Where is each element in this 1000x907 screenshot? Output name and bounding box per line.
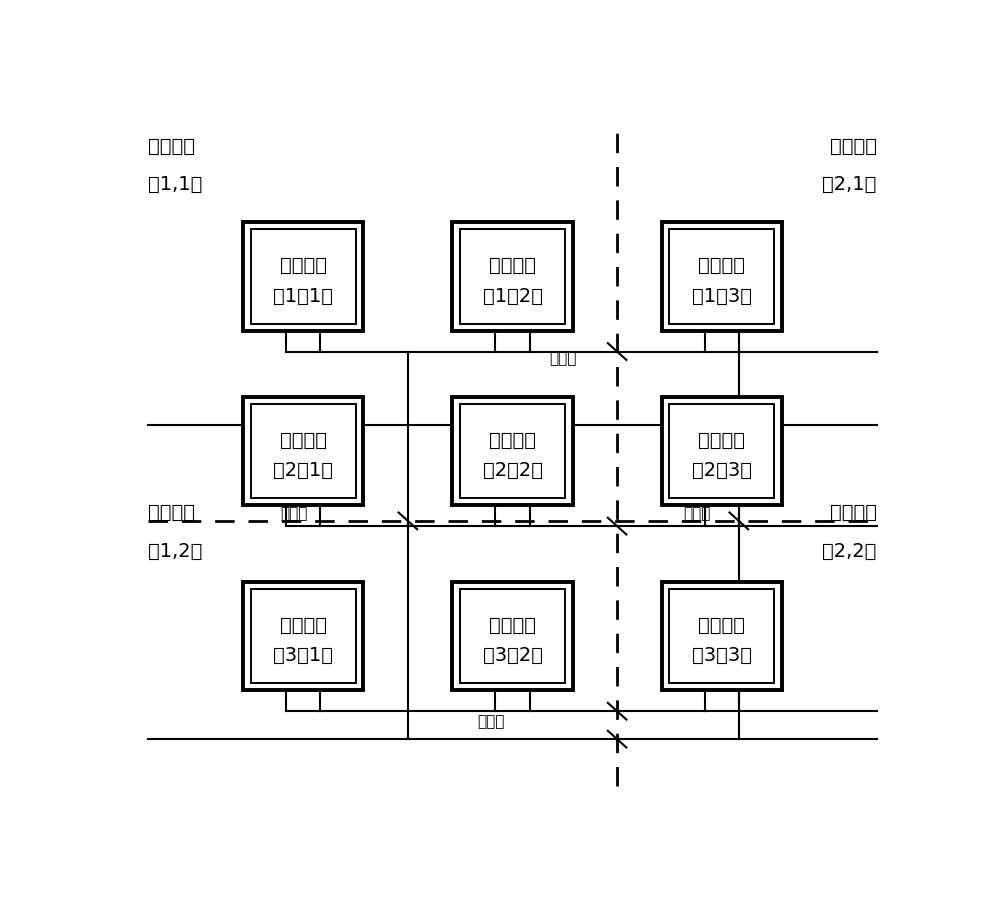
Text: （1,1）: （1,1） bbox=[148, 175, 203, 194]
Text: （1,2）: （1,2） bbox=[148, 541, 203, 561]
Text: 隔断管: 隔断管 bbox=[550, 351, 577, 366]
Text: 基本单元: 基本单元 bbox=[280, 616, 327, 635]
Text: 基本单元: 基本单元 bbox=[280, 431, 327, 450]
Bar bbox=[460, 404, 565, 498]
Bar bbox=[251, 404, 356, 498]
Text: （2，3）: （2，3） bbox=[692, 461, 752, 480]
Bar bbox=[452, 397, 573, 505]
Bar bbox=[243, 582, 363, 690]
Text: （2，2）: （2，2） bbox=[482, 461, 542, 480]
Text: （1，2）: （1，2） bbox=[482, 287, 542, 306]
Text: 基本单元: 基本单元 bbox=[698, 256, 745, 275]
Bar bbox=[460, 589, 565, 683]
Bar bbox=[452, 222, 573, 330]
Bar bbox=[251, 229, 356, 324]
Bar bbox=[662, 582, 782, 690]
Text: （2，1）: （2，1） bbox=[273, 461, 333, 480]
Text: （3，1）: （3，1） bbox=[273, 646, 333, 665]
Bar bbox=[251, 589, 356, 683]
Text: 基本单元: 基本单元 bbox=[698, 431, 745, 450]
Text: （2,2）: （2,2） bbox=[822, 541, 877, 561]
Text: 基本单元: 基本单元 bbox=[489, 256, 536, 275]
Text: （1，3）: （1，3） bbox=[692, 287, 752, 306]
Text: 隔断管: 隔断管 bbox=[683, 506, 710, 521]
Bar bbox=[460, 229, 565, 324]
Text: 基本单元: 基本单元 bbox=[698, 616, 745, 635]
Text: 复合单元: 复合单元 bbox=[830, 503, 877, 522]
Text: 复合单元: 复合单元 bbox=[830, 137, 877, 156]
Text: 基本单元: 基本单元 bbox=[280, 256, 327, 275]
Bar bbox=[662, 397, 782, 505]
Bar bbox=[662, 222, 782, 330]
Bar bbox=[669, 229, 774, 324]
Text: （3，2）: （3，2） bbox=[482, 646, 542, 665]
Text: 基本单元: 基本单元 bbox=[489, 431, 536, 450]
Text: 复合单元: 复合单元 bbox=[148, 503, 195, 522]
Bar bbox=[243, 397, 363, 505]
Bar bbox=[669, 589, 774, 683]
Bar bbox=[669, 404, 774, 498]
Text: 隔断管: 隔断管 bbox=[478, 714, 505, 729]
Text: 复合单元: 复合单元 bbox=[148, 137, 195, 156]
Text: 隔断管: 隔断管 bbox=[280, 506, 307, 521]
Text: 基本单元: 基本单元 bbox=[489, 616, 536, 635]
Text: （2,1）: （2,1） bbox=[822, 175, 877, 194]
Bar bbox=[452, 582, 573, 690]
Text: （1，1）: （1，1） bbox=[273, 287, 333, 306]
Text: （3，3）: （3，3） bbox=[692, 646, 752, 665]
Bar bbox=[243, 222, 363, 330]
